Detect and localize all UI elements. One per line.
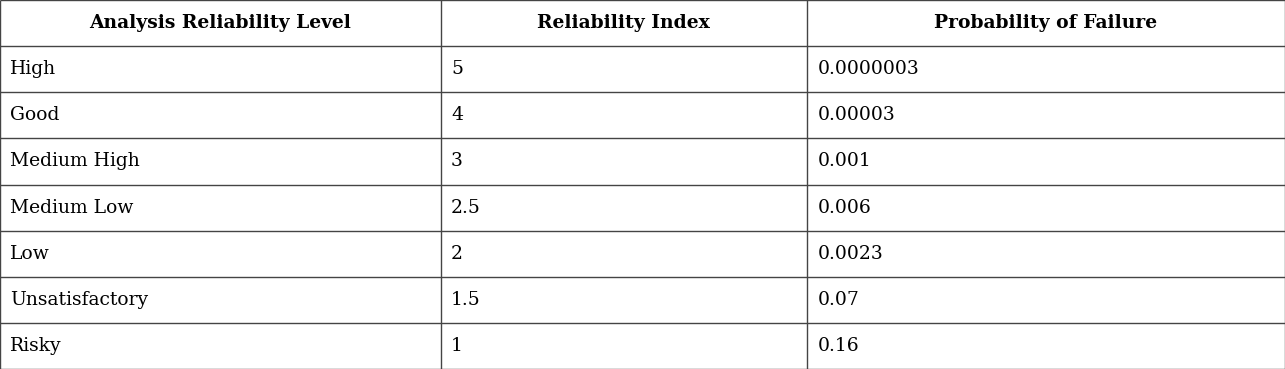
Bar	[441, 46, 807, 92]
Text: Good: Good	[10, 106, 59, 124]
Bar	[0, 277, 441, 323]
Text: 2: 2	[451, 245, 463, 263]
Text: 0.0023: 0.0023	[817, 245, 883, 263]
Text: Risky: Risky	[10, 337, 62, 355]
Text: Analysis Reliability Level: Analysis Reliability Level	[90, 14, 351, 32]
Text: 3: 3	[451, 152, 463, 170]
Bar	[441, 138, 807, 184]
Text: 0.006: 0.006	[817, 199, 871, 217]
Bar	[441, 231, 807, 277]
Text: Unsatisfactory: Unsatisfactory	[10, 291, 148, 309]
Bar	[807, 46, 1285, 92]
Text: Reliability Index: Reliability Index	[537, 14, 711, 32]
Bar	[807, 323, 1285, 369]
Text: Probability of Failure: Probability of Failure	[934, 14, 1158, 32]
Bar	[807, 231, 1285, 277]
Bar	[0, 138, 441, 184]
Bar	[441, 92, 807, 138]
Text: 5: 5	[451, 60, 463, 78]
Bar	[807, 0, 1285, 46]
Text: 0.07: 0.07	[817, 291, 860, 309]
Bar	[441, 184, 807, 231]
Text: 2.5: 2.5	[451, 199, 481, 217]
Text: 1.5: 1.5	[451, 291, 481, 309]
Bar	[441, 277, 807, 323]
Bar	[441, 0, 807, 46]
Bar	[807, 277, 1285, 323]
Text: High: High	[10, 60, 57, 78]
Text: 0.001: 0.001	[817, 152, 871, 170]
Bar	[0, 0, 441, 46]
Text: Low: Low	[10, 245, 50, 263]
Bar	[0, 92, 441, 138]
Bar	[807, 184, 1285, 231]
Text: Medium High: Medium High	[10, 152, 140, 170]
Bar	[0, 184, 441, 231]
Text: 0.0000003: 0.0000003	[817, 60, 919, 78]
Bar	[807, 138, 1285, 184]
Bar	[0, 231, 441, 277]
Bar	[441, 323, 807, 369]
Text: 4: 4	[451, 106, 463, 124]
Text: 0.16: 0.16	[817, 337, 858, 355]
Text: 1: 1	[451, 337, 463, 355]
Bar	[807, 92, 1285, 138]
Bar	[0, 46, 441, 92]
Bar	[0, 323, 441, 369]
Text: Medium Low: Medium Low	[10, 199, 134, 217]
Text: 0.00003: 0.00003	[817, 106, 896, 124]
